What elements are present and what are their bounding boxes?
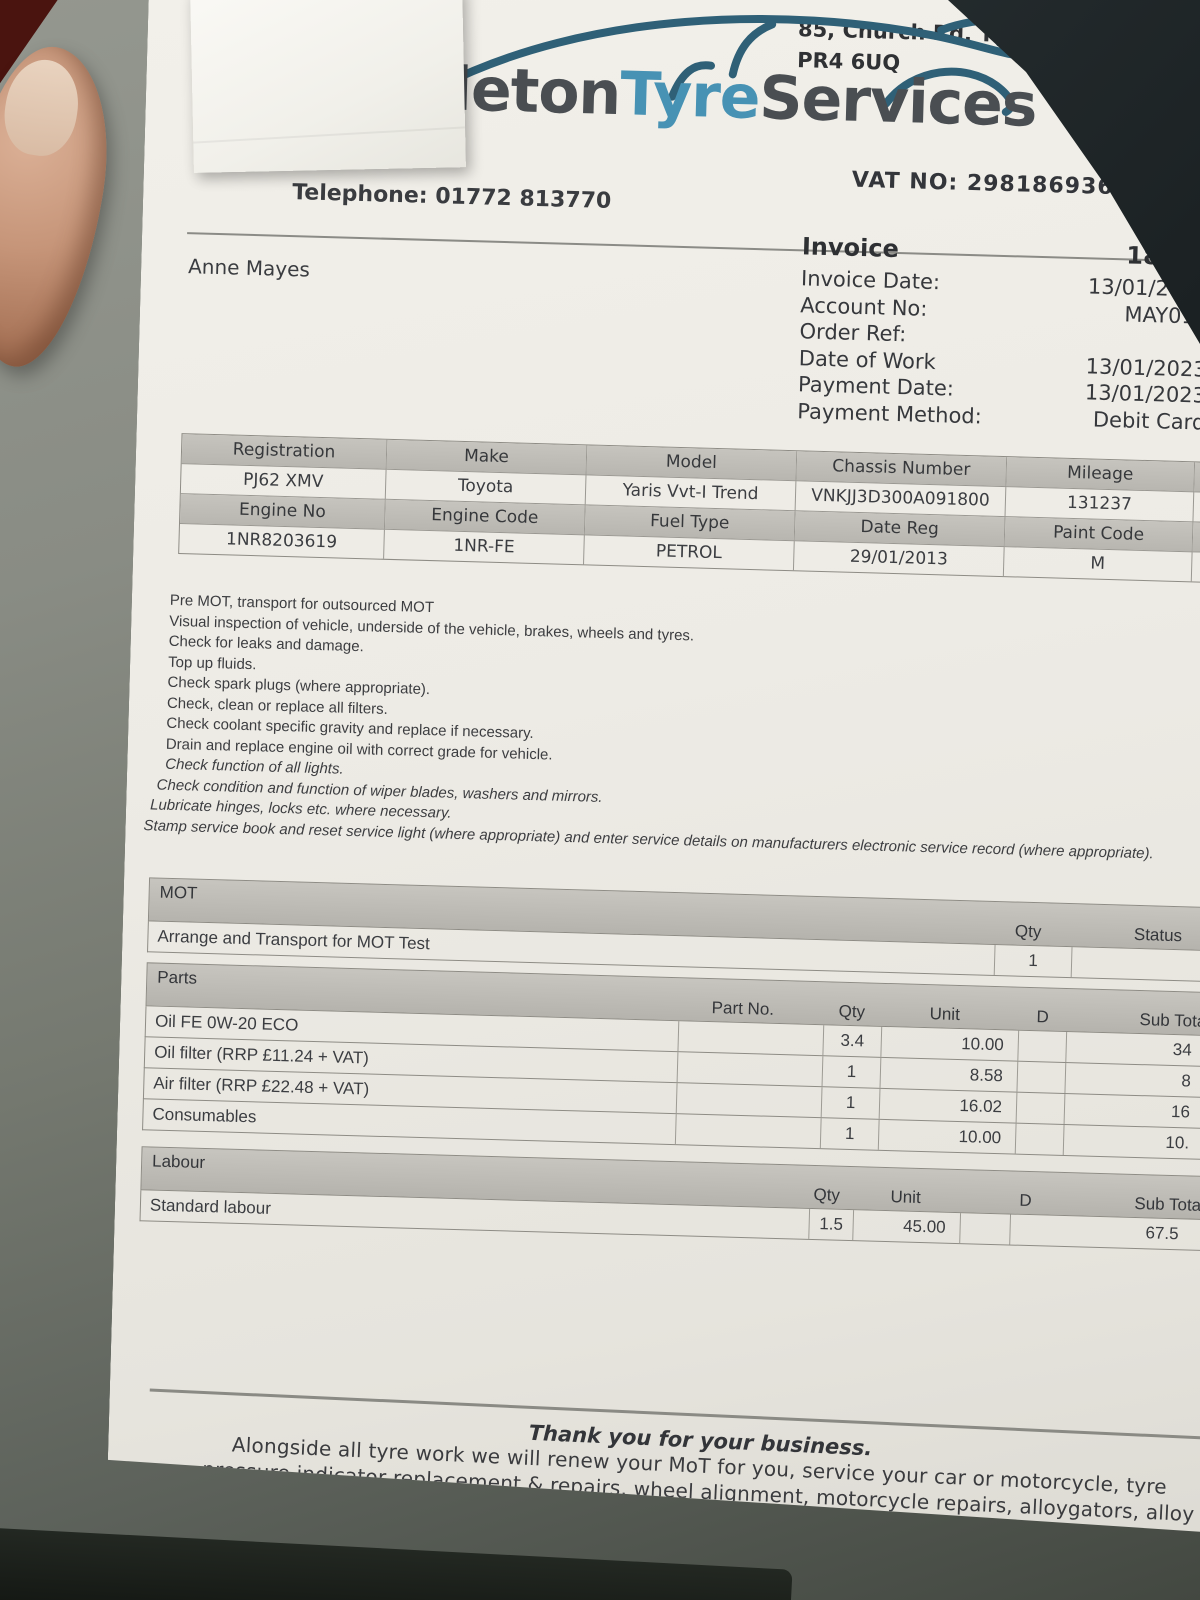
parts-d-header: D [1036, 1007, 1050, 1027]
mot-status-header: Status [1133, 924, 1183, 946]
sticky-note [190, 0, 466, 173]
mot-qty-header: Qty [1014, 921, 1042, 942]
parts-partno-header: Part No. [711, 998, 775, 1019]
parts-section: Parts Part No. Qty Unit D Sub Total Oil … [142, 962, 1200, 1162]
parts-unit-header: Unit [929, 1004, 961, 1025]
thumb-finger [0, 37, 125, 377]
mot-title: MOT [159, 882, 198, 903]
vat-number: VAT NO: 298186936 [851, 167, 1114, 200]
labour-title: Labour [151, 1151, 206, 1173]
invoice-meta: Invoice 18164 Invoice Date:13/01/2023 Ac… [797, 232, 1200, 436]
telephone-number: Telephone: 01772 813770 [291, 180, 612, 214]
invoice-paper: 85, Church Rd, Tarleton. PR4 6UQ Tarleto… [106, 0, 1200, 1572]
labour-subtotal-header: Sub Total [1134, 1193, 1200, 1215]
logo-services: Services [758, 63, 1038, 141]
vehicle-table: Registration Make Model Chassis Number Milea… [178, 433, 1200, 588]
invoice-footer: Thank you for your business. Alongside a… [146, 1389, 1200, 1530]
logo-tyre: Tyre [619, 59, 761, 134]
parts-title: Parts [157, 967, 198, 988]
parts-subtotal-header: Sub Total [1139, 1010, 1200, 1032]
labour-unit-header: Unit [890, 1187, 921, 1208]
work-description: Pre MOT, transport for outsourced MOT Vi… [163, 591, 1200, 867]
thumb-nail [0, 54, 85, 161]
invoice-title: Invoice [801, 232, 900, 264]
parts-qty-header: Qty [838, 1001, 866, 1022]
labour-section: Labour Qty Unit D Sub Total Standard lab… [140, 1146, 1200, 1253]
labour-qty-header: Qty [813, 1185, 841, 1205]
customer-name: Anne Mayes [187, 254, 311, 282]
labour-d-header: D [1019, 1190, 1032, 1211]
desk-shadow-band [0, 1526, 793, 1600]
note-crease [193, 126, 466, 144]
